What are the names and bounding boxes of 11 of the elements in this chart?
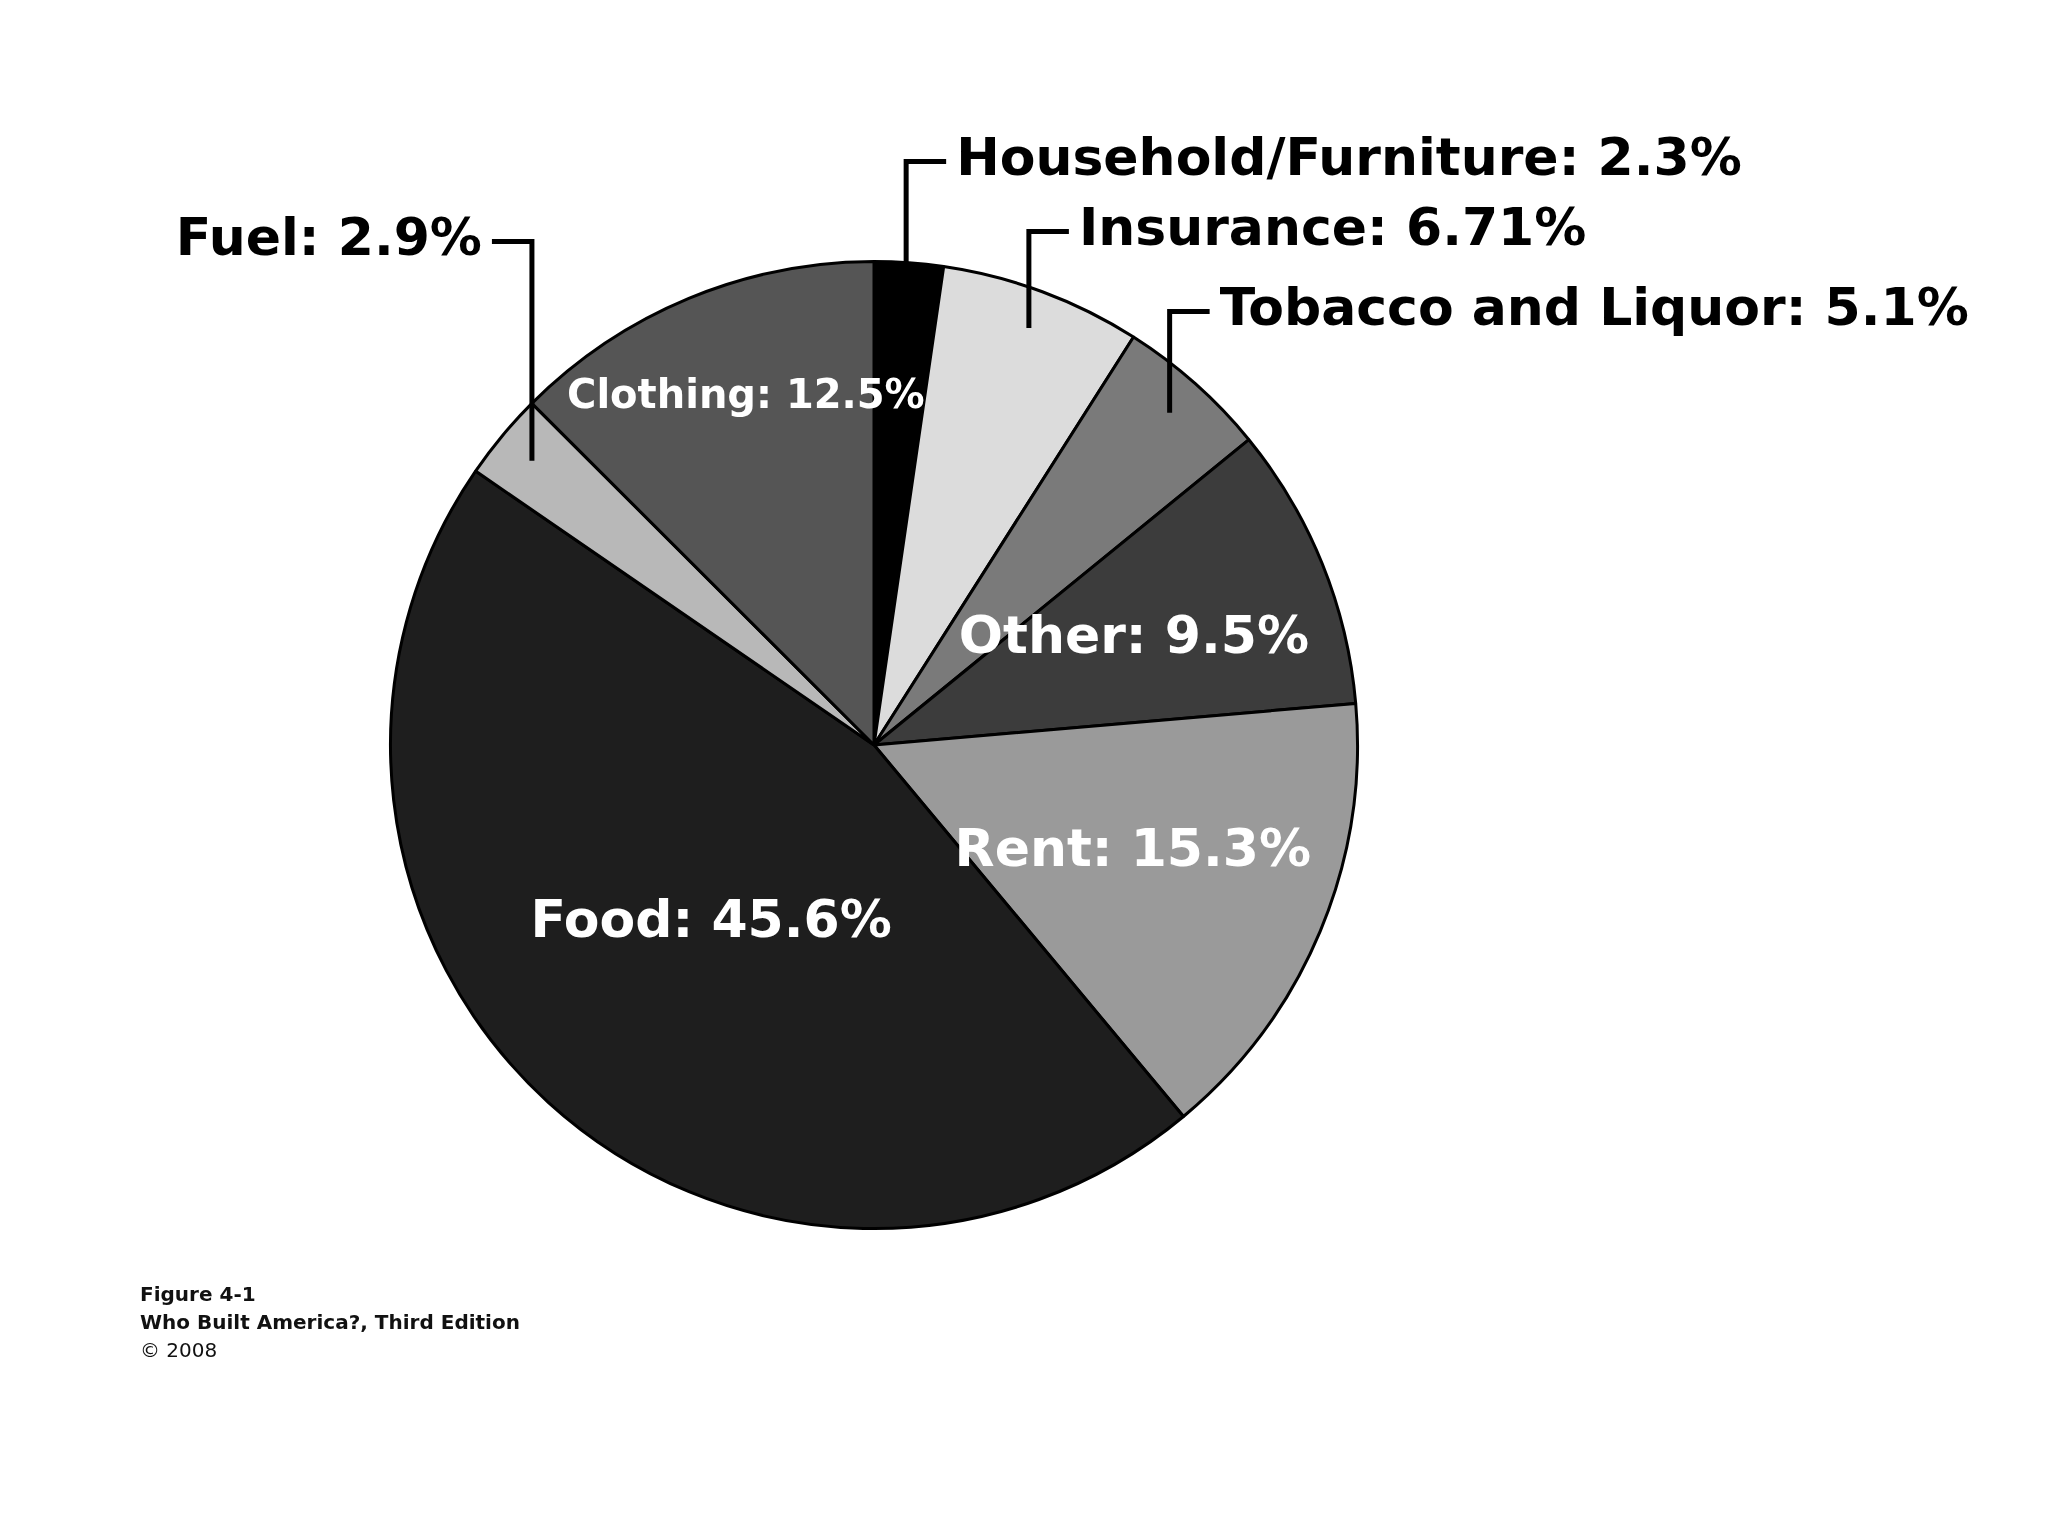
slice-label: Food: 45.6%: [530, 889, 892, 950]
slice-label: Fuel: 2.9%: [175, 207, 482, 268]
text: © 2008: [140, 1337, 219, 1364]
slice-label: Other: 9.5%: [958, 605, 1309, 666]
caption: Figure 4-1: [140, 1281, 257, 1308]
slice-label: Household/Furniture: 2.3%: [956, 127, 1742, 188]
slice-label: Clothing: 12.5%: [567, 371, 925, 418]
slice-label: Insurance: 6.71%: [1078, 197, 1587, 258]
text: Who Built America?, Third Edition: [140, 1309, 520, 1336]
slice-label: Rent: 15.3%: [954, 818, 1312, 879]
slice-label: Tobacco and Liquor: 5.1%: [1219, 277, 1969, 338]
